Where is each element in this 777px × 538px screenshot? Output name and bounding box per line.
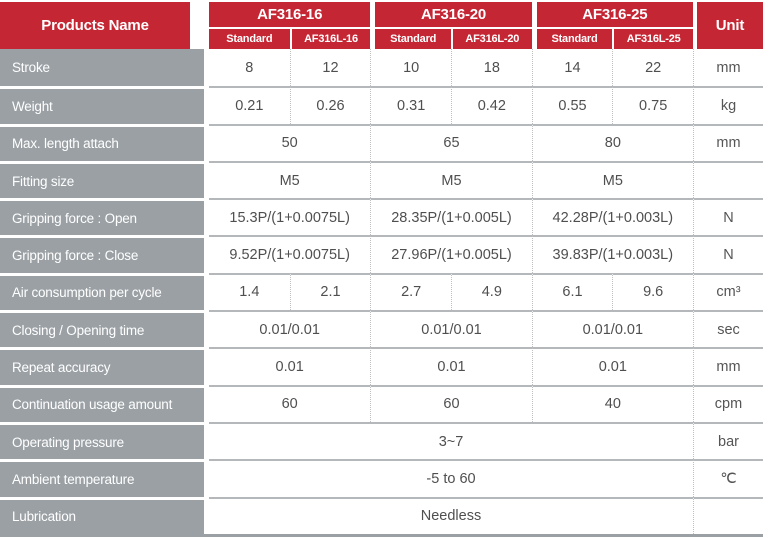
products-name-header: Products Name <box>0 2 190 49</box>
spec-value: 0.01 <box>370 347 532 385</box>
row-label: Gripping force : Open <box>0 198 204 236</box>
spec-value: 14 <box>531 49 613 87</box>
spec-value: 0.26 <box>289 86 371 124</box>
spec-value: 12 <box>289 49 371 87</box>
spec-value: 0.31 <box>370 86 451 124</box>
spec-value: 3~7 <box>209 421 693 460</box>
row-label: Air consumption per cycle <box>0 272 204 311</box>
spec-value: M5 <box>531 160 693 199</box>
spec-value: 0.42 <box>450 86 532 124</box>
spec-value: 15.3P/(1+0.0075L) <box>209 198 371 236</box>
row-label: Max. length attach <box>0 123 204 161</box>
spec-value: -5 to 60 <box>209 459 693 497</box>
row-label: Operating pressure <box>0 421 204 460</box>
subheader-af316l-16: AF316L-16 <box>289 29 371 49</box>
spec-value: 2.1 <box>289 272 371 311</box>
subheader-af316-16-standard: Standard <box>209 29 290 49</box>
spec-value: 40 <box>531 384 693 422</box>
unit-value: kg <box>692 86 763 124</box>
unit-value: ℃ <box>692 459 763 497</box>
spec-value: Needless <box>209 496 693 534</box>
spec-value: 1.4 <box>209 272 290 311</box>
spec-value: 8 <box>209 49 290 87</box>
subheader-af316-20-standard: Standard <box>370 29 451 49</box>
spec-value: 28.35P/(1+0.005L) <box>370 198 532 236</box>
unit-value: sec <box>692 310 763 348</box>
row-label: Repeat accuracy <box>0 347 204 385</box>
spec-value: 0.75 <box>612 86 693 124</box>
spec-value: 42.28P/(1+0.003L) <box>531 198 693 236</box>
row-label: Stroke <box>0 49 204 87</box>
unit-value: cm³ <box>692 272 763 311</box>
spec-value: 0.21 <box>209 86 290 124</box>
spec-value: 0.01 <box>209 347 371 385</box>
row-label: Fitting size <box>0 160 204 199</box>
row-label: Closing / Opening time <box>0 310 204 348</box>
spec-value: 0.01/0.01 <box>531 310 693 348</box>
row-label: Continuation usage amount <box>0 384 204 422</box>
spec-value: M5 <box>370 160 532 199</box>
spec-value: 65 <box>370 123 532 161</box>
row-label: Gripping force : Close <box>0 235 204 273</box>
row-label: Lubrication <box>0 496 204 534</box>
spec-value: 0.55 <box>531 86 613 124</box>
column-header-af316-16: AF316-16 <box>209 2 371 27</box>
column-header-af316-20: AF316-20 <box>370 2 532 27</box>
spec-value: 10 <box>370 49 451 87</box>
subheader-af316l-20: AF316L-20 <box>450 29 532 49</box>
spec-value: 0.01 <box>531 347 693 385</box>
subheader-af316l-25: AF316L-25 <box>612 29 693 49</box>
unit-value: N <box>692 235 763 273</box>
spec-value: 6.1 <box>531 272 613 311</box>
spec-value: 39.83P/(1+0.003L) <box>531 235 693 273</box>
table-bottom-rule <box>0 533 763 537</box>
row-label: Ambient temperature <box>0 459 204 497</box>
unit-value <box>692 160 763 199</box>
spec-value: 60 <box>209 384 371 422</box>
unit-value: mm <box>692 123 763 161</box>
column-header-af316-25: AF316-25 <box>531 2 693 27</box>
subheader-af316-25-standard: Standard <box>531 29 613 49</box>
spec-value: 0.01/0.01 <box>370 310 532 348</box>
row-label: Weight <box>0 86 204 124</box>
spec-value: 60 <box>370 384 532 422</box>
unit-value: bar <box>692 421 763 460</box>
spec-value: 9.52P/(1+0.0075L) <box>209 235 371 273</box>
spec-value: 18 <box>450 49 532 87</box>
spec-value: 2.7 <box>370 272 451 311</box>
unit-value: N <box>692 198 763 236</box>
spec-value: M5 <box>209 160 371 199</box>
unit-value: mm <box>692 49 763 87</box>
unit-value: mm <box>692 347 763 385</box>
unit-value: cpm <box>692 384 763 422</box>
unit-column-header: Unit <box>692 2 763 49</box>
spec-value: 50 <box>209 123 371 161</box>
spec-value: 27.96P/(1+0.005L) <box>370 235 532 273</box>
spec-value: 4.9 <box>450 272 532 311</box>
spec-value: 22 <box>612 49 693 87</box>
unit-value <box>692 496 763 534</box>
spec-value: 0.01/0.01 <box>209 310 371 348</box>
spec-value: 80 <box>531 123 693 161</box>
spec-value: 9.6 <box>612 272 693 311</box>
